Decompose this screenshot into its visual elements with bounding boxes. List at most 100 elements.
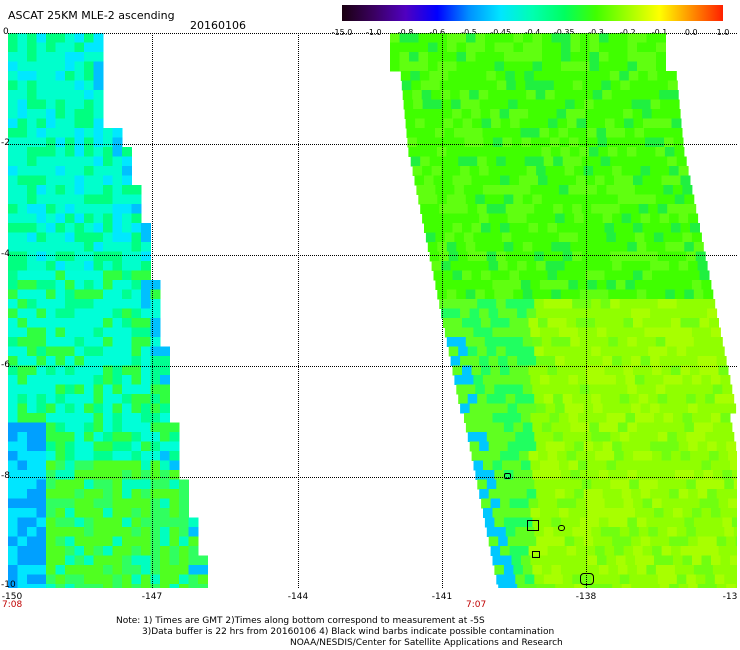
data-cell: [610, 394, 621, 404]
data-cell: [188, 555, 199, 566]
data-cell: [505, 394, 516, 404]
data-cell: [17, 546, 28, 556]
data-cell: [682, 508, 693, 518]
data-cell: [430, 80, 441, 91]
data-cell: [477, 156, 488, 167]
data-cell: [160, 565, 170, 575]
data-cell: [547, 109, 558, 119]
data-cell: [36, 109, 47, 119]
data-cell: [458, 156, 469, 167]
data-cell: [598, 337, 609, 347]
data-cell: [597, 413, 607, 423]
data-cell: [574, 99, 585, 110]
data-cell: [103, 327, 113, 338]
data-cell: [631, 584, 642, 588]
data-cell: [543, 432, 554, 442]
data-cell: [699, 365, 710, 376]
data-cell: [663, 555, 674, 566]
data-cell: [65, 299, 75, 309]
data-cell: [150, 546, 161, 556]
data-cell: [709, 365, 719, 376]
data-cell: [648, 251, 659, 262]
data-cell: [198, 565, 208, 575]
data-cell: [500, 498, 511, 509]
data-cell: [500, 546, 511, 556]
data-cell: [141, 498, 151, 509]
data-cell: [8, 223, 18, 233]
data-cell: [528, 365, 539, 376]
data-cell: [458, 80, 469, 91]
data-cell: [598, 147, 609, 157]
data-cell: [518, 109, 529, 119]
data-cell: [141, 479, 151, 490]
data-cell: [588, 147, 599, 157]
data-cell: [450, 166, 461, 176]
data-cell: [443, 223, 453, 233]
data-cell: [27, 223, 37, 233]
data-cell: [716, 536, 727, 547]
data-cell: [610, 156, 621, 167]
data-cell: [46, 232, 56, 243]
data-cell: [577, 128, 588, 138]
data-cell: [448, 204, 459, 214]
data-cell: [441, 261, 452, 271]
data-cell: [731, 470, 737, 480]
data-cell: [122, 508, 132, 518]
data-cell: [515, 432, 526, 442]
data-cell: [541, 194, 552, 205]
data-cell: [655, 565, 666, 575]
data-cell: [65, 185, 75, 195]
data-cell: [473, 460, 484, 471]
data-cell: [93, 403, 104, 414]
data-cell: [93, 175, 104, 186]
data-cell: [8, 422, 18, 433]
data-cell: [532, 517, 543, 528]
data-cell: [36, 261, 47, 271]
data-cell: [46, 156, 56, 167]
data-cell: [36, 223, 47, 233]
data-cell: [525, 80, 536, 91]
data-cell: [589, 517, 600, 528]
data-cell: [530, 232, 541, 243]
data-cell: [559, 413, 569, 423]
data-cell: [112, 375, 123, 385]
data-cell: [534, 527, 545, 537]
data-cell: [619, 527, 630, 537]
data-cell: [656, 52, 666, 62]
data-cell: [550, 137, 560, 148]
data-cell: [27, 394, 37, 404]
data-cell: [671, 498, 682, 509]
data-cell: [112, 175, 123, 186]
data-cell: [169, 422, 180, 433]
data-cell: [36, 546, 47, 556]
data-cell: [690, 451, 701, 461]
grid-line-lat: [8, 144, 737, 145]
data-cell: [150, 289, 161, 300]
data-cell: [55, 232, 66, 243]
data-cell: [636, 565, 647, 575]
data-cell: [17, 460, 28, 471]
data-cell: [672, 185, 683, 195]
data-cell: [536, 584, 547, 588]
data-cell: [65, 422, 75, 433]
data-cell: [36, 536, 47, 547]
data-cell: [623, 270, 634, 281]
data-cell: [93, 99, 104, 110]
data-cell: [635, 137, 646, 148]
data-cell: [549, 375, 560, 385]
data-cell: [103, 166, 113, 176]
data-cell: [627, 289, 638, 300]
data-cell: [65, 555, 75, 566]
data-cell: [160, 384, 170, 395]
data-cell: [27, 536, 37, 547]
data-cell: [93, 470, 104, 480]
data-cell: [160, 498, 170, 509]
data-cell: [557, 118, 568, 129]
data-cell: [642, 223, 653, 233]
data-cell: [627, 422, 638, 433]
data-cell: [65, 261, 75, 271]
data-cell: [93, 536, 104, 547]
data-cell: [570, 337, 581, 347]
data-cell: [27, 365, 37, 376]
data-cell: [667, 574, 678, 585]
